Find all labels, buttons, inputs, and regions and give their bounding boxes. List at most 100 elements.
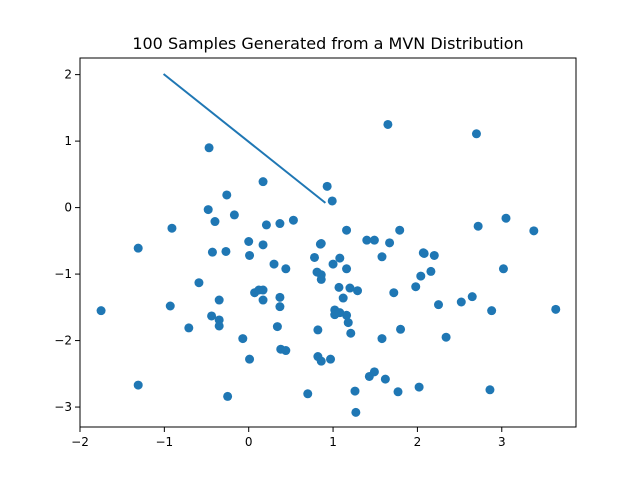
scatter-point-85 <box>426 266 436 276</box>
scatter-point-8 <box>203 205 213 215</box>
scatter-point-16 <box>221 246 231 256</box>
scatter-point-65 <box>351 407 361 417</box>
scatter-point-67 <box>362 235 372 245</box>
scatter-point-63 <box>346 328 356 338</box>
scatter-point-90 <box>467 292 477 302</box>
scatter-point-49 <box>322 181 332 191</box>
scatter-point-97 <box>529 226 539 236</box>
scatter-point-87 <box>434 300 444 310</box>
scatter-point-74 <box>383 119 393 129</box>
scatter-point-25 <box>258 285 268 295</box>
scatter-point-57 <box>338 293 348 303</box>
scatter-point-64 <box>350 386 360 396</box>
scatter-point-18 <box>229 210 239 220</box>
scatter-point-55 <box>334 282 344 292</box>
scatter-point-14 <box>214 321 224 331</box>
scatter-point-98 <box>551 304 561 314</box>
y-axis: −3 −2 −1 0 1 2 <box>54 68 80 414</box>
scatter-point-3 <box>167 223 177 233</box>
line-series <box>162 73 327 204</box>
scatter-point-19 <box>238 334 248 344</box>
scatter-point-28 <box>258 295 268 305</box>
scatter-point-80 <box>411 282 421 292</box>
scatter-point-26 <box>258 177 268 187</box>
x-tick-label: −1 <box>156 435 174 449</box>
scatter-point-5 <box>184 323 194 333</box>
scatter-point-10 <box>207 247 217 257</box>
scatter-point-27 <box>258 240 268 250</box>
scatter-point-21 <box>245 250 255 260</box>
scatter-point-6 <box>194 278 204 288</box>
scatter-point-42 <box>313 325 323 335</box>
scatter-point-9 <box>210 217 220 227</box>
scatter-point-32 <box>275 219 285 229</box>
scatter-point-17 <box>223 391 233 401</box>
axes-frame <box>79 57 577 428</box>
y-tick-label: −1 <box>54 267 72 281</box>
scatter-point-60 <box>342 310 352 320</box>
scatter-point-45 <box>316 238 326 248</box>
x-tick-label: 0 <box>245 435 253 449</box>
scatter-point-70 <box>369 367 379 377</box>
plot-marks <box>96 73 561 417</box>
scatter-point-84 <box>419 248 429 258</box>
scatter-point-71 <box>377 252 387 262</box>
scatter-point-66 <box>353 286 363 296</box>
scatter-point-1 <box>133 243 143 253</box>
x-tick-label: −2 <box>71 435 89 449</box>
scatter-point-75 <box>385 238 395 248</box>
chart-title: 100 Samples Generated from a MVN Distrib… <box>132 34 523 53</box>
scatter-point-51 <box>327 196 337 206</box>
scatter-point-47 <box>316 274 326 284</box>
scatter-point-77 <box>393 387 403 397</box>
scatter-point-89 <box>456 297 466 307</box>
scatter-point-29 <box>261 220 271 230</box>
scatter-point-50 <box>326 354 336 364</box>
scatter-point-20 <box>244 237 254 247</box>
y-tick-label: 0 <box>64 201 72 215</box>
scatter-point-4 <box>165 301 175 311</box>
scatter-point-12 <box>214 295 224 305</box>
y-tick-label: −2 <box>54 334 72 348</box>
scatter-point-88 <box>441 332 451 342</box>
scatter-point-22 <box>245 354 255 364</box>
scatter-point-92 <box>473 221 483 231</box>
x-axis: −2 −1 0 1 2 3 <box>71 427 506 449</box>
scatter-point-62 <box>345 283 355 293</box>
scatter-point-11 <box>207 311 217 321</box>
scatter-point-30 <box>269 259 279 269</box>
scatter-point-94 <box>487 306 497 316</box>
scatter-point-72 <box>377 334 387 344</box>
scatter-point-0 <box>96 306 106 316</box>
x-tick-label: 2 <box>414 435 422 449</box>
scatter-point-91 <box>471 129 481 139</box>
scatter-point-73 <box>380 374 390 384</box>
scatter-point-15 <box>222 190 232 200</box>
scatter-point-86 <box>429 250 439 260</box>
scatter-point-99 <box>335 308 345 318</box>
scatter-point-56 <box>335 253 345 263</box>
scatter-point-2 <box>133 380 143 390</box>
scatter-point-93 <box>485 385 495 395</box>
scatter-point-34 <box>275 302 285 312</box>
y-tick-label: 1 <box>64 134 72 148</box>
x-tick-label: 3 <box>498 435 506 449</box>
scatter-point-78 <box>395 225 405 235</box>
scatter-point-69 <box>369 235 379 245</box>
scatter-point-61 <box>343 318 353 328</box>
x-tick-label: 1 <box>329 435 337 449</box>
scatter-point-81 <box>414 382 424 392</box>
scatter-point-36 <box>281 346 291 356</box>
scatter-point-95 <box>498 264 508 274</box>
scatter-point-33 <box>275 292 285 302</box>
scatter-point-52 <box>328 259 338 269</box>
scatter-point-59 <box>342 264 352 274</box>
scatter-point-40 <box>310 252 320 262</box>
y-tick-label: −3 <box>54 400 72 414</box>
scatter-point-96 <box>501 213 511 223</box>
scatter-point-37 <box>281 264 291 274</box>
y-tick-label: 2 <box>64 68 72 82</box>
scatter-point-7 <box>204 143 214 153</box>
